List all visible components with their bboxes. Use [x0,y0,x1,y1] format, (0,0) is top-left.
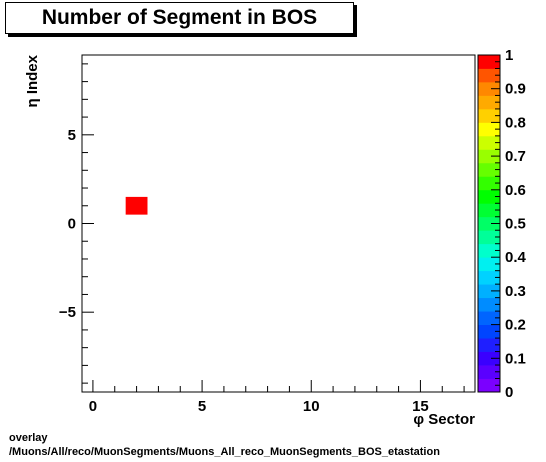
y-axis-label: η Index [24,54,41,107]
x-axis-label: φ Sector [413,411,475,428]
colorbar-tick-label: 1 [505,47,513,64]
x-tick-label: 10 [303,398,320,415]
colorbar-segment [478,81,500,96]
colorbar-tick-label: 0.5 [505,216,526,233]
colorbar-segment [478,351,500,366]
colorbar-segment [478,55,500,69]
y-tick-label: 0 [68,216,76,233]
colorbar-tick-label: 0 [505,384,513,401]
colorbar-tick-label: 0.4 [505,249,527,266]
colorbar-segment [478,365,500,379]
colorbar-tick-label: 0.8 [505,114,526,131]
colorbar-segment [478,284,500,299]
title-box: Number of Segment in BOS [5,2,354,34]
colorbar-segment [478,324,500,339]
colorbar-segment [478,68,500,83]
colorbar-segment [478,297,500,312]
y-tick-label: −5 [59,304,76,321]
footer-overlay: overlay [9,432,48,444]
colorbar-tick-label: 0.9 [505,81,526,98]
x-tick-label: 15 [412,398,429,415]
colorbar-segment [478,216,500,231]
heatmap-cell [125,196,148,215]
colorbar-tick-label: 0.6 [505,182,526,199]
colorbar-segment [478,378,500,393]
colorbar-tick-label: 0.1 [505,350,526,367]
colorbar-segment [478,230,500,245]
colorbar-segment [478,311,500,325]
colorbar-segment [478,189,500,204]
colorbar-segment [478,122,500,137]
colorbar-segment [478,162,500,177]
colorbar-segment [478,108,500,123]
colorbar-segment [478,203,500,218]
x-tick-label: 0 [89,398,97,415]
x-tick-label: 5 [198,398,206,415]
colorbar-segment [478,135,500,150]
colorbar-tick-label: 0.2 [505,317,526,334]
y-tick-label: 5 [68,127,76,144]
colorbar-segment [478,176,500,191]
footer-path: /Muons/All/reco/MuonSegments/Muons_All_r… [9,446,440,458]
colorbar-segment [478,270,500,285]
chart-title: Number of Segment in BOS [41,6,318,29]
colorbar-segment [478,338,500,352]
plot-frame [81,54,476,393]
colorbar-tick-label: 0.7 [505,148,526,165]
colorbar-segment [478,243,500,258]
colorbar-tick-label: 0.3 [505,283,526,300]
colorbar-segment [478,149,500,164]
colorbar-segment [478,257,500,272]
colorbar-segment [478,95,500,110]
